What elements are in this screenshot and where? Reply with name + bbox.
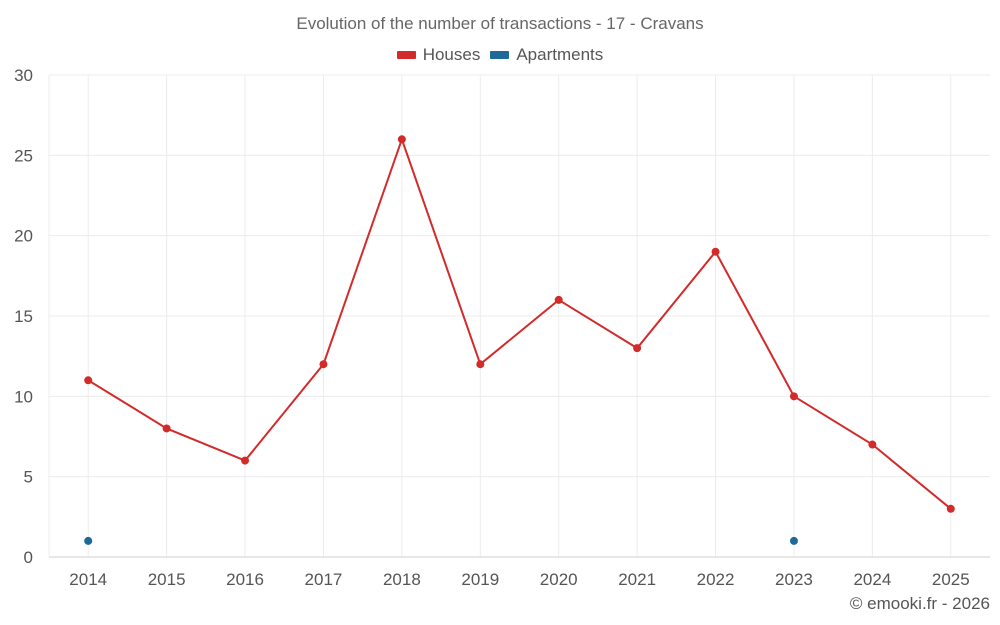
x-tick-label: 2019 (461, 570, 499, 589)
x-tick-label: 2024 (853, 570, 891, 589)
data-point-houses (711, 247, 720, 256)
legend-label-houses: Houses (422, 45, 481, 64)
data-point-houses (476, 360, 485, 369)
legend-swatch-houses (396, 51, 416, 59)
chart-title: Evolution of the number of transactions … (296, 14, 704, 33)
data-point-houses (868, 440, 877, 449)
x-tick-label: 2023 (775, 570, 813, 589)
x-tick-label: 2021 (618, 570, 656, 589)
x-tick-label: 2022 (697, 570, 735, 589)
data-point-apartments (789, 536, 798, 545)
legend: Houses Apartments (0, 45, 1000, 65)
data-point-apartments (84, 536, 93, 545)
legend-item-apartments[interactable]: Apartments (490, 45, 603, 65)
x-tick-label: 2025 (932, 570, 970, 589)
data-point-houses (397, 135, 406, 144)
legend-label-apartments: Apartments (516, 45, 604, 64)
data-point-houses (84, 376, 93, 385)
y-tick-label: 20 (14, 227, 33, 246)
data-point-houses (946, 504, 955, 513)
x-tick-label: 2020 (540, 570, 578, 589)
data-point-houses (789, 392, 798, 401)
credit-text: © emooki.fr - 2026 (849, 594, 990, 613)
x-tick-label: 2018 (383, 570, 421, 589)
x-tick-label: 2017 (305, 570, 343, 589)
x-tick-label: 2016 (226, 570, 264, 589)
y-tick-label: 5 (24, 468, 33, 487)
data-point-houses (319, 360, 328, 369)
data-point-houses (554, 295, 563, 304)
y-tick-label: 10 (14, 387, 33, 406)
data-point-houses (633, 344, 642, 353)
x-tick-label: 2015 (148, 570, 186, 589)
y-tick-label: 15 (14, 307, 33, 326)
y-tick-label: 0 (24, 548, 33, 567)
y-tick-label: 25 (14, 146, 33, 165)
data-point-houses (162, 424, 171, 433)
data-point-houses (241, 456, 250, 465)
x-tick-label: 2014 (69, 570, 107, 589)
legend-swatch-apartments (490, 51, 510, 59)
series-line-houses (87, 136, 952, 510)
legend-item-houses[interactable]: Houses (396, 45, 481, 65)
y-tick-label: 30 (14, 66, 33, 85)
